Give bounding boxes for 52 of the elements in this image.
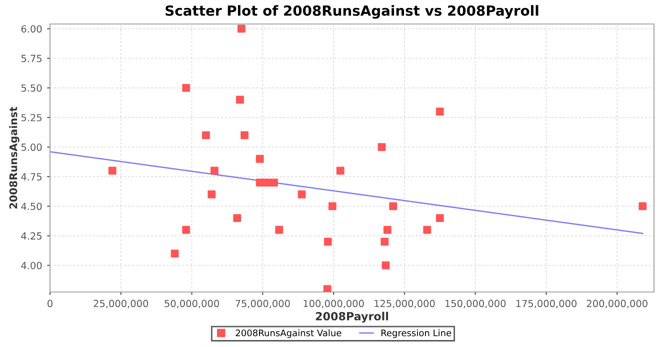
y-tick-label: 5.50 xyxy=(21,84,42,92)
point xyxy=(256,178,264,187)
point xyxy=(237,24,246,33)
x-tick-label: 150,000,000 xyxy=(445,300,506,308)
point xyxy=(328,202,336,210)
x-tick-label: 75,000,000 xyxy=(236,300,290,308)
point xyxy=(436,108,444,116)
point xyxy=(182,226,190,234)
y-tick-label: 4.75 xyxy=(21,173,42,180)
y-tick-label: 5.00 xyxy=(21,144,42,151)
point xyxy=(270,178,278,187)
point xyxy=(240,131,248,140)
point xyxy=(638,202,647,210)
point xyxy=(378,143,386,152)
point xyxy=(275,226,284,234)
point xyxy=(324,238,332,246)
y-axis-title: 2008RunsAgainst xyxy=(9,106,20,209)
point xyxy=(208,190,216,198)
point xyxy=(436,214,444,222)
x-axis-title: 2008Payroll xyxy=(316,312,388,323)
legend-label: Regression Line xyxy=(381,329,452,338)
point xyxy=(182,84,190,92)
point xyxy=(423,226,432,234)
y-tick-label: 4.25 xyxy=(21,232,42,240)
x-tick-label: 175,000,000 xyxy=(516,300,577,308)
y-tick-label: 4.50 xyxy=(21,202,42,210)
point xyxy=(256,154,264,163)
point xyxy=(298,190,306,198)
x-tick-label: 200,000,000 xyxy=(586,300,648,308)
point xyxy=(108,166,116,175)
point xyxy=(233,214,242,222)
chart-title: Scatter Plot of 2008RunsAgainst vs 2008Payroll xyxy=(166,5,538,19)
point xyxy=(170,250,179,258)
point xyxy=(383,226,392,234)
point xyxy=(336,166,344,175)
point xyxy=(236,96,244,104)
point xyxy=(382,261,390,270)
legend-label: 2008RunsAgainst Value xyxy=(236,329,342,338)
y-tick-label: 5.75 xyxy=(21,54,42,62)
point xyxy=(389,202,398,210)
point xyxy=(380,238,389,246)
y-tick-label: 4.00 xyxy=(21,262,42,270)
point xyxy=(323,285,332,292)
x-tick-label: 25,000,000 xyxy=(94,300,148,308)
x-tick-label: 50,000,000 xyxy=(164,300,219,308)
y-tick-label: 5.25 xyxy=(21,114,42,122)
x-tick-label: 0 xyxy=(48,300,52,308)
point xyxy=(210,166,218,175)
point xyxy=(202,131,210,140)
x-tick-label: 100,000,000 xyxy=(304,300,364,308)
y-tick-label: 6.00 xyxy=(21,25,42,33)
x-tick-label: 125,000,000 xyxy=(374,300,435,308)
